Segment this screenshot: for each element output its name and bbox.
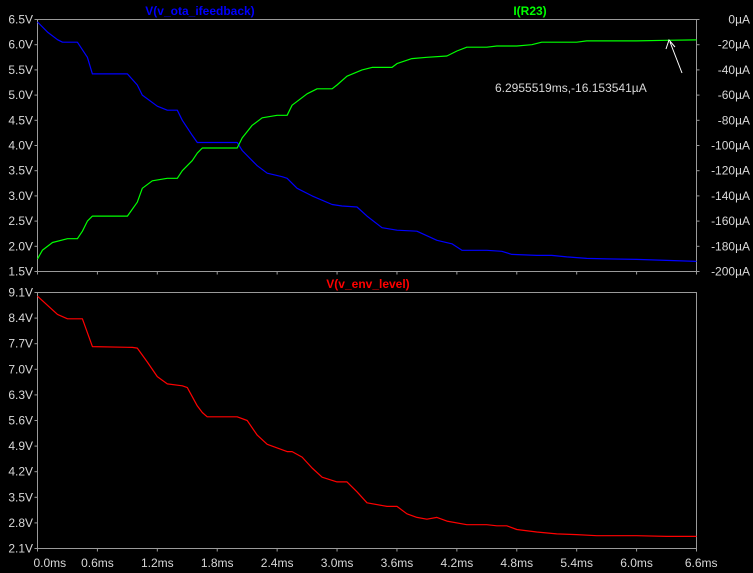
series-line-v-ota-ifeedback xyxy=(37,21,697,262)
bottom-left-y-tick-label: 7.7V xyxy=(8,337,33,351)
x-tick-label: 6.6ms xyxy=(685,556,718,570)
bottom-trace-title: V(v_env_level) xyxy=(326,277,409,291)
bottom-left-y-tick-label: 2.1V xyxy=(8,542,33,556)
top-left-y-tick-label: 4.0V xyxy=(8,139,33,153)
top-left-y-tick-label: 3.5V xyxy=(8,164,33,178)
x-tick-label: 0.0ms xyxy=(34,556,67,570)
top-left-y-tick-label: 2.0V xyxy=(8,239,33,253)
cursor-pointer-arrowhead xyxy=(665,39,676,50)
x-tick-label: 4.2ms xyxy=(441,556,474,570)
top-right-y-tick-label: -20µA xyxy=(718,38,750,52)
x-axis-ticks: 0.0ms 0.6ms 1.2ms 1.8ms 2.4ms 3.0ms 3.6ms 4.2ms… xyxy=(34,271,718,570)
top-left-trace-title: V(v_ota_ifeedback) xyxy=(145,4,254,18)
x-tick-label: 6.0ms xyxy=(620,556,653,570)
series-line-v-env-level xyxy=(37,295,697,538)
bottom-left-y-tick-label: 7.0V xyxy=(8,362,33,376)
top-left-axis-ticks: 6.5V 6.0V 5.5V 5.0V 4.5V 4.0V 3.5V 3.0V 2.5V 2.0V… xyxy=(8,13,38,279)
top-right-y-tick-label: -140µA xyxy=(711,189,750,203)
x-tick-label: 2.4ms xyxy=(261,556,294,570)
top-right-y-tick-label: -60µA xyxy=(718,88,750,102)
top-left-y-tick-label: 5.5V xyxy=(8,63,33,77)
bottom-left-y-tick-label: 8.4V xyxy=(8,311,33,325)
top-plot-frame xyxy=(37,19,697,272)
series-line-i-r23 xyxy=(36,39,697,260)
top-right-y-tick-label: 0µA xyxy=(728,13,750,27)
top-left-y-tick-label: 2.5V xyxy=(8,214,33,228)
bottom-left-y-tick-label: 5.6V xyxy=(8,414,33,428)
x-tick-label: 1.8ms xyxy=(201,556,234,570)
x-tick-label: 1.2ms xyxy=(141,556,174,570)
x-tick-label: 4.8ms xyxy=(500,556,533,570)
top-right-trace-title: I(R23) xyxy=(513,4,546,18)
bottom-left-y-tick-label: 6.3V xyxy=(8,388,33,402)
top-right-y-tick-label: -100µA xyxy=(711,139,750,153)
x-tick-label: 3.0ms xyxy=(321,556,354,570)
top-left-y-tick-label: 4.5V xyxy=(8,113,33,127)
x-tick-label: 3.6ms xyxy=(381,556,414,570)
bottom-left-y-tick-label: 4.9V xyxy=(8,439,33,453)
top-left-y-tick-label: 6.5V xyxy=(8,13,33,27)
top-right-axis-ticks: 0µA -20µA -40µA -60µA -80µA -100µA -120µA -140µ… xyxy=(696,13,750,279)
top-left-y-tick-label: 6.0V xyxy=(8,38,33,52)
top-right-y-tick-label: -200µA xyxy=(711,265,750,279)
bottom-left-y-tick-label: 9.1V xyxy=(8,286,33,300)
bottom-left-y-tick-label: 4.2V xyxy=(8,465,33,479)
series-lines xyxy=(36,21,697,538)
top-right-y-tick-label: -120µA xyxy=(711,164,750,178)
bottom-plot-frame xyxy=(37,292,697,549)
x-tick-label: 5.4ms xyxy=(560,556,593,570)
bottom-left-axis-ticks: 9.1V 8.4V 7.7V 7.0V 6.3V 5.6V 4.9V 4.2V 3.5V 2.8V… xyxy=(8,286,38,556)
top-left-y-tick-label: 3.0V xyxy=(8,189,33,203)
x-tick-label: 0.6ms xyxy=(81,556,114,570)
cursor-readout: 6.2955519ms,-16.153541µA xyxy=(495,81,647,95)
cursor-pointer-line xyxy=(669,41,683,74)
top-right-y-tick-label: -80µA xyxy=(718,113,750,127)
top-left-y-tick-label: 1.5V xyxy=(8,265,33,279)
top-right-y-tick-label: -180µA xyxy=(711,239,750,253)
top-left-y-tick-label: 5.0V xyxy=(8,88,33,102)
top-right-y-tick-label: -40µA xyxy=(718,63,750,77)
top-right-y-tick-label: -160µA xyxy=(711,214,750,228)
bottom-left-y-tick-label: 2.8V xyxy=(8,516,33,530)
bottom-left-y-tick-label: 3.5V xyxy=(8,490,33,504)
